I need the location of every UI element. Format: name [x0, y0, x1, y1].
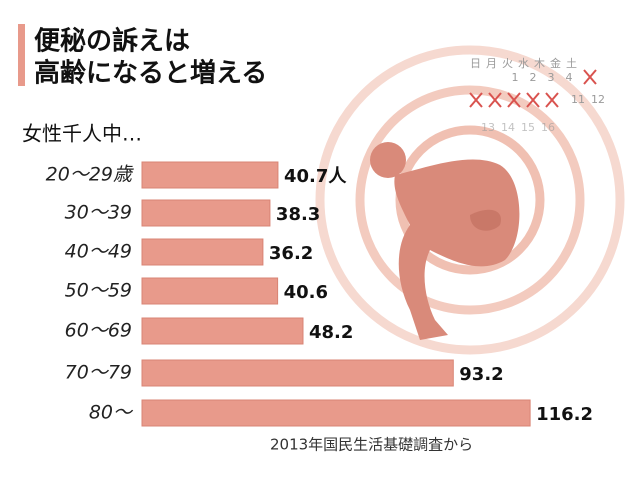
- category-label: 70～79: [65, 362, 132, 384]
- chart-title: 高齢になると増える: [34, 58, 267, 89]
- bar: [141, 199, 271, 227]
- bar: [141, 277, 279, 305]
- calendar-day: 1: [512, 71, 519, 84]
- calendar-day: 13: [481, 121, 495, 134]
- calendar-day: 15: [521, 121, 535, 134]
- calendar-crosses: [469, 69, 597, 108]
- category-label: 40～49: [65, 241, 132, 263]
- category-label: 20～29歳: [46, 164, 134, 186]
- calendar-day: 4: [566, 71, 573, 84]
- calendar-day: 14: [501, 121, 515, 134]
- value-label: 40.7人: [284, 166, 347, 187]
- calendar-day: 11: [571, 93, 585, 106]
- calendar-weekdays: 日月火水木金土: [470, 56, 582, 70]
- calendar-day: 12: [591, 93, 605, 106]
- category-label: 60～69: [65, 320, 132, 342]
- category-label: 50～59: [65, 280, 132, 302]
- value-label: 48.2: [309, 322, 353, 343]
- bar: [141, 317, 304, 345]
- bar: [141, 399, 531, 427]
- woman-silhouette: [370, 142, 520, 340]
- source-note: 2013年国民生活基礎調査から: [270, 436, 473, 454]
- chart-title: 便秘の訴えは: [34, 26, 190, 57]
- value-label: 38.3: [276, 204, 320, 225]
- category-label: 30～39: [65, 202, 132, 224]
- calendar-day: 3: [548, 71, 555, 84]
- spiral-ring: [315, 45, 625, 355]
- chart-subtitle: 女性千人中…: [22, 122, 142, 146]
- value-label: 116.2: [536, 404, 593, 425]
- category-label: 80～: [89, 402, 134, 424]
- bar: [141, 161, 279, 189]
- value-label: 36.2: [269, 243, 313, 264]
- calendar-day: 2: [530, 71, 537, 84]
- calendar-day: 16: [541, 121, 555, 134]
- spiral-ring: [355, 85, 585, 315]
- value-label: 93.2: [459, 364, 503, 385]
- bar: [141, 238, 264, 266]
- title-accent: [18, 24, 25, 86]
- bar: [141, 359, 454, 387]
- value-label: 40.6: [284, 282, 328, 303]
